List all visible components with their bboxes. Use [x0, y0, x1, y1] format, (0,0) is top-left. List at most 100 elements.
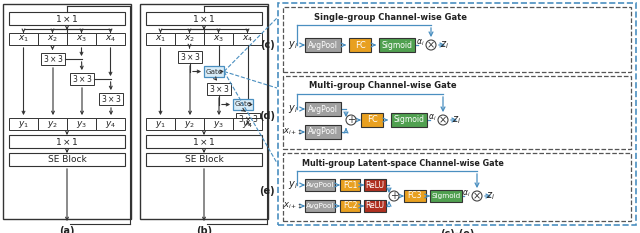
- Bar: [283, 76, 631, 149]
- Text: AvgPool: AvgPool: [306, 182, 334, 188]
- Bar: [207, 83, 231, 95]
- Bar: [146, 118, 175, 130]
- Bar: [146, 135, 262, 148]
- Text: $y_3$: $y_3$: [213, 119, 224, 130]
- Text: $y_i$: $y_i$: [288, 39, 298, 51]
- Bar: [9, 135, 125, 148]
- Text: $1\times1$: $1\times1$: [192, 136, 216, 147]
- Text: +: +: [347, 115, 355, 125]
- Text: Sigmoid: Sigmoid: [431, 193, 461, 199]
- Bar: [67, 118, 96, 130]
- Bar: [364, 200, 386, 212]
- Bar: [305, 102, 341, 116]
- Bar: [67, 33, 96, 45]
- Text: $x_{i+1}$: $x_{i+1}$: [284, 127, 303, 137]
- Bar: [175, 118, 204, 130]
- Bar: [305, 38, 341, 52]
- Text: $x_2$: $x_2$: [47, 34, 58, 44]
- Bar: [146, 33, 175, 45]
- Bar: [204, 118, 233, 130]
- Text: $1\times1$: $1\times1$: [192, 13, 216, 24]
- Text: $x_1$: $x_1$: [155, 34, 166, 44]
- Text: $3\times3$: $3\times3$: [72, 73, 92, 85]
- Text: $x_2$: $x_2$: [184, 34, 195, 44]
- Bar: [175, 33, 204, 45]
- Text: $3\times3$: $3\times3$: [238, 113, 258, 124]
- Text: $3\times3$: $3\times3$: [100, 93, 121, 104]
- Text: (c)-(e): (c)-(e): [440, 229, 474, 233]
- Text: FC: FC: [355, 41, 365, 49]
- Text: $\alpha_i$: $\alpha_i$: [416, 38, 424, 48]
- Bar: [233, 118, 262, 130]
- Text: +: +: [390, 191, 398, 201]
- Bar: [305, 125, 341, 139]
- Text: $1\times1$: $1\times1$: [55, 13, 79, 24]
- Bar: [430, 190, 462, 202]
- Text: FC2: FC2: [343, 202, 357, 210]
- Text: $x_4$: $x_4$: [105, 34, 116, 44]
- Bar: [364, 179, 386, 191]
- Bar: [233, 99, 253, 110]
- Bar: [140, 4, 268, 219]
- Text: $3\times3$: $3\times3$: [180, 51, 200, 62]
- Bar: [283, 153, 631, 221]
- Text: $y_1$: $y_1$: [18, 119, 29, 130]
- Text: $y_4$: $y_4$: [242, 119, 253, 130]
- Bar: [283, 7, 631, 72]
- Bar: [361, 113, 383, 127]
- Text: $z_i$: $z_i$: [440, 39, 449, 51]
- Text: SE Block: SE Block: [184, 155, 223, 164]
- Text: ReLU: ReLU: [365, 181, 385, 189]
- Text: Sigmoid: Sigmoid: [394, 116, 424, 124]
- Bar: [9, 153, 125, 166]
- Text: $x_3$: $x_3$: [213, 34, 224, 44]
- Text: ReLU: ReLU: [365, 202, 385, 210]
- Bar: [96, 33, 125, 45]
- Bar: [9, 12, 125, 25]
- Bar: [305, 200, 335, 212]
- Text: $y_i$: $y_i$: [288, 179, 298, 191]
- Text: FC: FC: [367, 116, 378, 124]
- Text: $3\times3$: $3\times3$: [43, 54, 63, 65]
- Text: FC3: FC3: [408, 192, 422, 201]
- Bar: [204, 33, 233, 45]
- Bar: [38, 33, 67, 45]
- Text: $x_1$: $x_1$: [18, 34, 29, 44]
- Text: $x_3$: $x_3$: [76, 34, 87, 44]
- Text: $\alpha_i$: $\alpha_i$: [428, 113, 436, 123]
- Circle shape: [426, 40, 436, 50]
- Bar: [70, 73, 94, 85]
- Text: ×: ×: [439, 115, 447, 125]
- Bar: [9, 33, 38, 45]
- Text: Sigmoid: Sigmoid: [381, 41, 413, 49]
- Circle shape: [389, 191, 399, 201]
- Bar: [340, 179, 360, 191]
- Text: SE Block: SE Block: [47, 155, 86, 164]
- Text: $y_4$: $y_4$: [105, 119, 116, 130]
- Bar: [233, 33, 262, 45]
- Text: $1\times1$: $1\times1$: [55, 136, 79, 147]
- Text: FC1: FC1: [343, 181, 357, 189]
- Bar: [146, 12, 262, 25]
- Text: $y_1$: $y_1$: [155, 119, 166, 130]
- Bar: [305, 179, 335, 191]
- Text: AvgPool: AvgPool: [308, 41, 338, 49]
- Bar: [3, 4, 131, 219]
- Text: (a): (a): [60, 226, 75, 233]
- Text: $x_{i+1}$: $x_{i+1}$: [284, 201, 303, 211]
- Bar: [379, 38, 415, 52]
- Text: (e): (e): [259, 186, 275, 196]
- Text: AvgPool: AvgPool: [306, 203, 334, 209]
- Circle shape: [438, 115, 448, 125]
- Text: (c): (c): [260, 40, 275, 50]
- Text: Single-group Channel-wise Gate: Single-group Channel-wise Gate: [314, 13, 467, 21]
- Text: $y_3$: $y_3$: [76, 119, 87, 130]
- Bar: [41, 53, 65, 65]
- Bar: [340, 200, 360, 212]
- Text: ×: ×: [427, 40, 435, 50]
- Text: ×: ×: [473, 191, 481, 201]
- Bar: [178, 51, 202, 63]
- Bar: [278, 3, 636, 225]
- Bar: [236, 113, 260, 125]
- Text: (b): (b): [196, 226, 212, 233]
